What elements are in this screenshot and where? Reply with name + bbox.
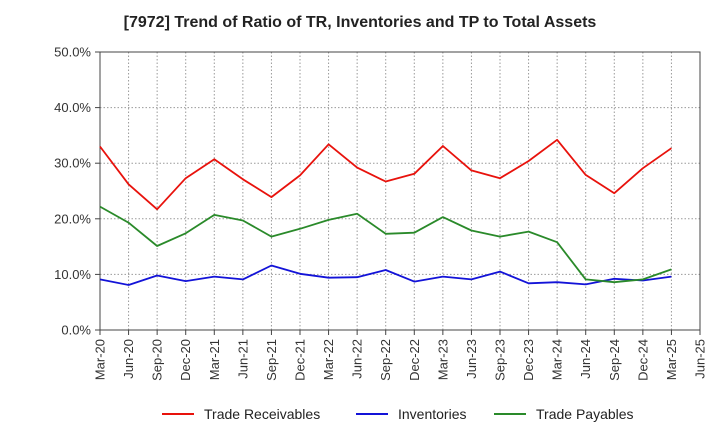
series-line-trade-receivables xyxy=(99,138,672,211)
x-tick-label: Mar-22 xyxy=(321,339,336,380)
plot-frame xyxy=(99,51,701,331)
y-axis: 0.0% 10.0% 20.0% 30.0% 40.0% 50.0% xyxy=(54,45,100,338)
y-tick-label: 20.0% xyxy=(54,211,91,226)
x-tick-label: Jun-23 xyxy=(464,339,479,379)
legend: Trade Receivables Inventories Trade Payabl… xyxy=(162,406,634,422)
legend-label-trade-payables: Trade Payables xyxy=(536,406,634,422)
x-tick-label: Jun-24 xyxy=(578,339,593,379)
chart-title: [7972] Trend of Ratio of TR, Inventories… xyxy=(123,14,597,31)
x-tick-label: Mar-25 xyxy=(664,339,679,380)
x-tick-label: Mar-21 xyxy=(207,339,222,380)
series-lines xyxy=(99,138,672,286)
x-tick-label: Sep-24 xyxy=(607,339,622,381)
y-tick-label: 40.0% xyxy=(54,100,91,115)
y-tick-label: 30.0% xyxy=(54,156,91,171)
x-tick-label: Sep-23 xyxy=(493,339,508,381)
x-tick-label: Mar-20 xyxy=(93,339,108,380)
series-line-inventories xyxy=(99,264,672,286)
x-tick-label: Jun-20 xyxy=(121,339,136,379)
x-tick-label: Dec-24 xyxy=(635,339,650,381)
x-tick-label: Dec-21 xyxy=(293,339,308,381)
x-tick-label: Sep-22 xyxy=(378,339,393,381)
x-tick-label: Jun-25 xyxy=(693,339,708,379)
x-tick-label: Sep-20 xyxy=(150,339,165,381)
y-tick-label: 50.0% xyxy=(54,45,91,60)
x-tick-label: Sep-21 xyxy=(264,339,279,381)
legend-label-inventories: Inventories xyxy=(398,406,466,422)
series-line-trade-payables xyxy=(99,205,672,284)
x-tick-label: Jun-21 xyxy=(235,339,250,379)
x-axis: Mar-20 Jun-20 Sep-20 Dec-20 Mar-21 Jun-21 Sep-… xyxy=(93,330,708,381)
x-tick-label: Dec-22 xyxy=(407,339,422,381)
y-tick-label: 0.0% xyxy=(61,323,91,338)
x-tick-label: Mar-23 xyxy=(435,339,450,380)
legend-label-trade-receivables: Trade Receivables xyxy=(204,406,320,422)
y-tick-label: 10.0% xyxy=(54,267,91,282)
x-tick-label: Jun-22 xyxy=(350,339,365,379)
x-tick-label: Dec-23 xyxy=(521,339,536,381)
x-tick-label: Mar-24 xyxy=(550,339,565,380)
x-tick-label: Dec-20 xyxy=(178,339,193,381)
